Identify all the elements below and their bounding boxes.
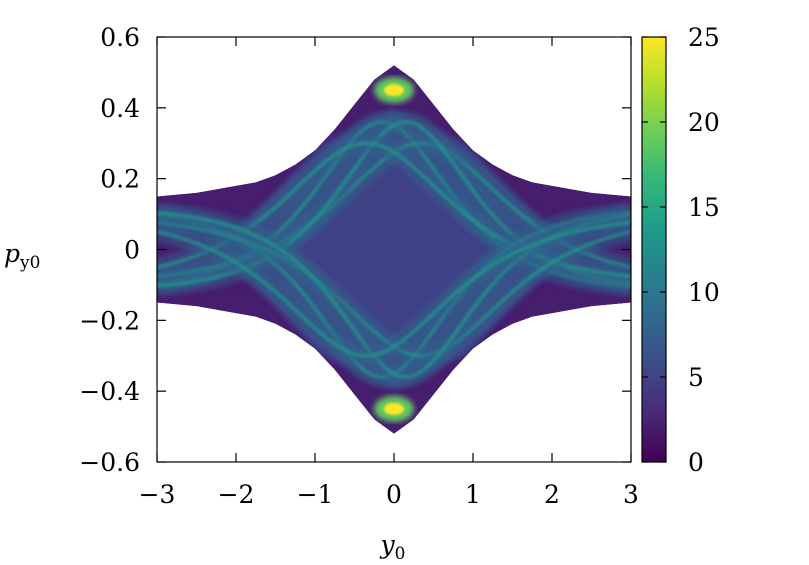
colorbar-tick-label: 0: [688, 448, 704, 477]
y-axis-label: py0: [4, 239, 40, 273]
y-tick-label: 0.6: [100, 23, 140, 52]
colorbar-tick-label: 20: [688, 108, 720, 137]
plot-area: [157, 65, 631, 434]
x-tick-label: 1: [465, 480, 481, 509]
colorbar-tick-label: 10: [688, 278, 720, 307]
y-tick-label: −0.2: [79, 306, 140, 335]
y-tick-label: 0: [124, 236, 140, 265]
x-tick-label: −1: [297, 480, 334, 509]
ridge-line: [157, 220, 631, 358]
peak-core: [384, 402, 404, 415]
peak-core: [384, 84, 404, 97]
y-tick-label: 0.2: [100, 165, 140, 194]
y-tick-label: −0.6: [79, 448, 140, 477]
x-axis-ticks: −3 −2 −1 0 1 2 3: [139, 37, 639, 509]
x-tick-label: 3: [623, 480, 639, 509]
colorbar-tick-label: 5: [688, 363, 704, 392]
x-tick-label: 0: [386, 480, 402, 509]
y-axis-ticks: −0.6 −0.4 −0.2 0 0.2 0.4 0.6: [79, 23, 631, 477]
colorbar-tick-label: 15: [688, 193, 720, 222]
y-tick-label: −0.4: [79, 377, 140, 406]
x-tick-label: 2: [544, 480, 560, 509]
colorbar: [641, 36, 667, 463]
y-tick-label: 0.4: [100, 94, 140, 123]
x-tick-label: −3: [139, 480, 176, 509]
colorbar-tick-label: 25: [688, 23, 720, 52]
colorbar-ticks: 0 5 10 15 20 25: [642, 23, 720, 477]
x-tick-label: −2: [218, 480, 255, 509]
x-axis-label: y0: [380, 530, 406, 564]
